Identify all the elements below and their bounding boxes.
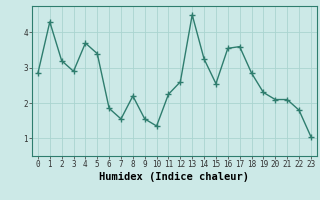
X-axis label: Humidex (Indice chaleur): Humidex (Indice chaleur) xyxy=(100,172,249,182)
